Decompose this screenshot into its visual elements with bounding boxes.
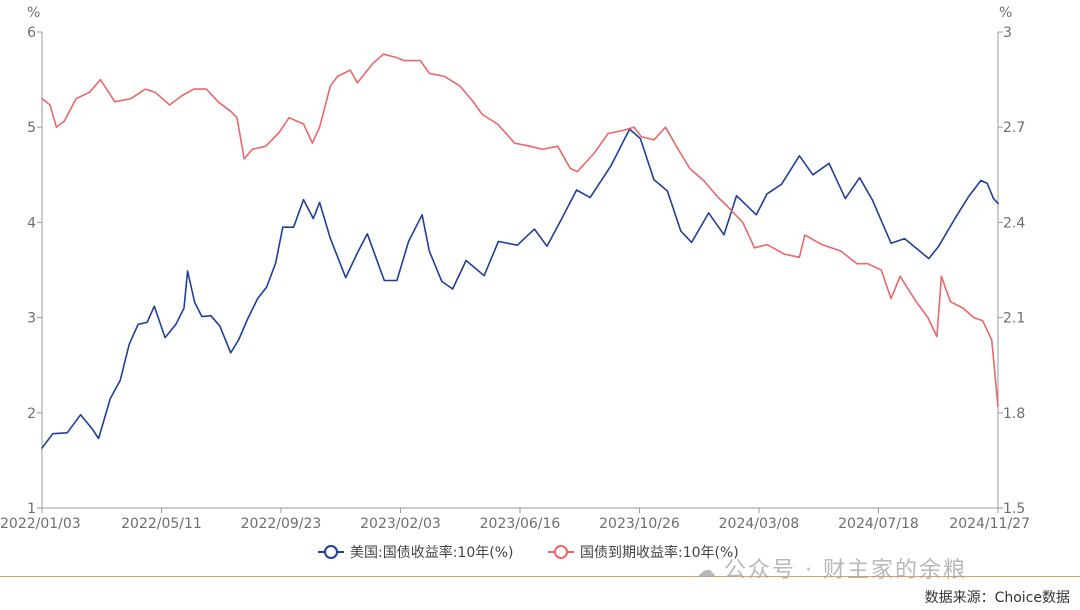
x-tick-label: 2024/07/18 [838, 516, 919, 532]
series-lines [41, 53, 999, 449]
left-tick-label: 5 [27, 120, 36, 136]
watermark-text: 公众号 · 财主家的余粮 [724, 558, 967, 583]
left-tick-label: 6 [27, 25, 36, 41]
right-tick-label: 3 [1003, 25, 1012, 41]
right-tick-label: 1.5 [1003, 501, 1025, 517]
right-tick-label: 1.8 [1003, 406, 1025, 422]
left-tick-label: 3 [27, 311, 36, 327]
right-tick-label: 2.4 [1003, 215, 1025, 231]
x-tick-label: 2023/10/26 [599, 516, 680, 532]
axes: % % 1 2 3 4 5 6 1.5 1.8 2.1 2.4 2.7 3 2022/01/03 2022/0… [0, 5, 1030, 532]
data-source-label: 数据来源：Choice数据 [924, 590, 1070, 606]
left-tick-label: 4 [27, 215, 36, 231]
cn-treasury-10y-line [41, 53, 999, 408]
watermark: ☁ 公众号 · 财主家的余粮 [696, 552, 967, 584]
x-tick-label: 2023/02/03 [360, 516, 441, 532]
x-tick-label: 2024/11/27 [949, 516, 1030, 532]
x-tick-label: 2022/05/11 [121, 516, 202, 532]
left-tick-label: 1 [27, 501, 36, 517]
footer-divider [0, 576, 1080, 577]
x-tick-label: 2022/09/23 [241, 516, 322, 532]
right-tick-label: 2.1 [1003, 311, 1025, 327]
legend-us-treasury: 美国:国债收益率:10年(%) [350, 544, 513, 561]
legend-cn-treasury: 国债到期收益率:10年(%) [580, 544, 739, 561]
right-tick-label: 2.7 [1003, 120, 1025, 136]
x-tick-label: 2024/03/08 [719, 516, 800, 532]
us-treasury-10y-line [41, 128, 999, 449]
left-axis-unit: % [27, 5, 40, 21]
legend-circle-marker [554, 545, 568, 559]
left-tick-label: 2 [27, 406, 36, 422]
x-tick-label: 2023/06/16 [480, 516, 561, 532]
wechat-icon: ☁ [696, 558, 718, 582]
legend-circle-marker [324, 545, 338, 559]
legend: 美国:国债收益率:10年(%) 国债到期收益率:10年(%) [318, 544, 739, 561]
right-axis-unit: % [999, 5, 1012, 21]
x-tick-label: 2022/01/03 [0, 516, 81, 532]
